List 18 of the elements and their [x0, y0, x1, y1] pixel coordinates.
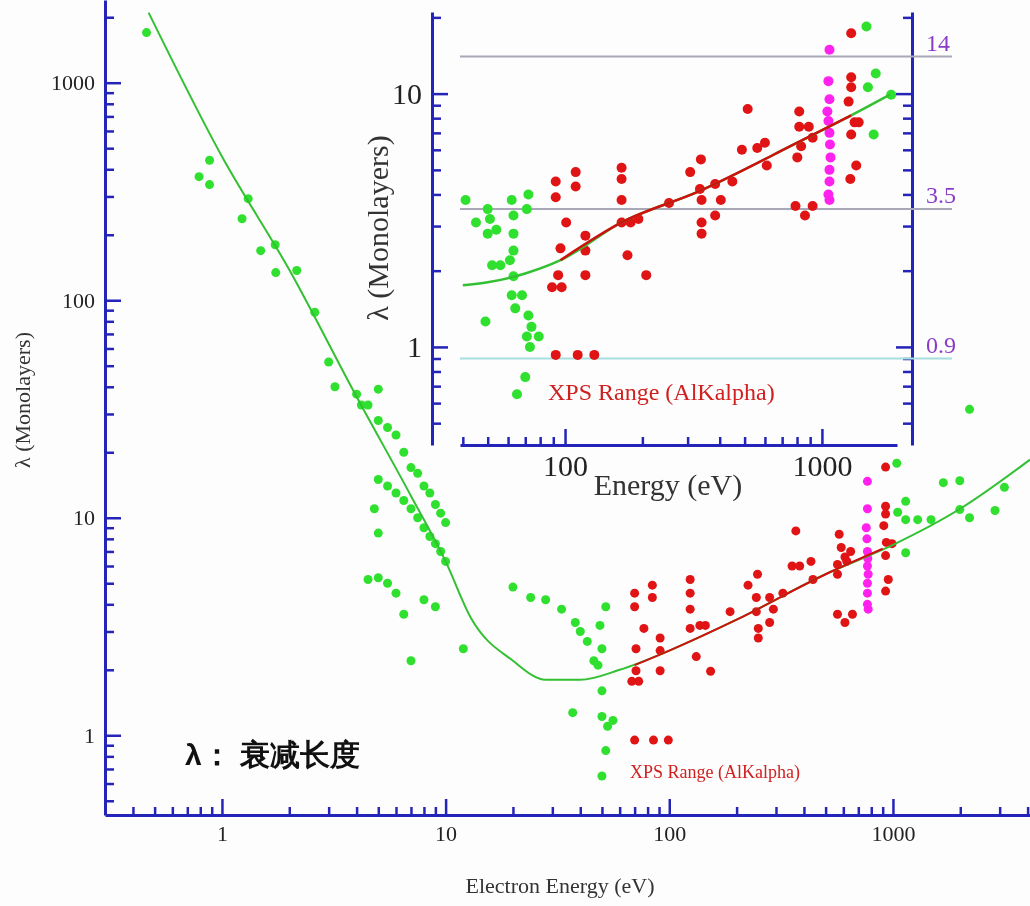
y-tick-label: 10 — [73, 505, 95, 531]
x-axis-title: Energy (eV) — [593, 468, 743, 502]
annotation: XPS Range (AlKalpha) — [630, 762, 800, 783]
y-axis-title: λ (Monolayers) — [10, 332, 35, 468]
x-axis-title: Electron Energy (eV) — [465, 873, 655, 898]
y-tick-label: 100 — [62, 287, 95, 313]
y-axis-title: λ (Monolayers) — [361, 135, 395, 321]
x-tick-label: 1000 — [871, 820, 916, 846]
ref-line-label: 14 — [926, 29, 950, 56]
x-tick-label: 1 — [216, 820, 228, 846]
y-tick-label: 1000 — [51, 70, 95, 96]
x-tick-label: 100 — [653, 820, 687, 846]
annotation: λ： 衰减长度 — [185, 738, 361, 771]
ref-line-label: 0.9 — [926, 331, 956, 358]
ref-line-label: 3.5 — [926, 182, 956, 209]
annotation: XPS Range (AlKalpha) — [548, 379, 775, 405]
y-tick-label: 1 — [84, 722, 95, 748]
x-tick-label: 10 — [435, 820, 458, 846]
